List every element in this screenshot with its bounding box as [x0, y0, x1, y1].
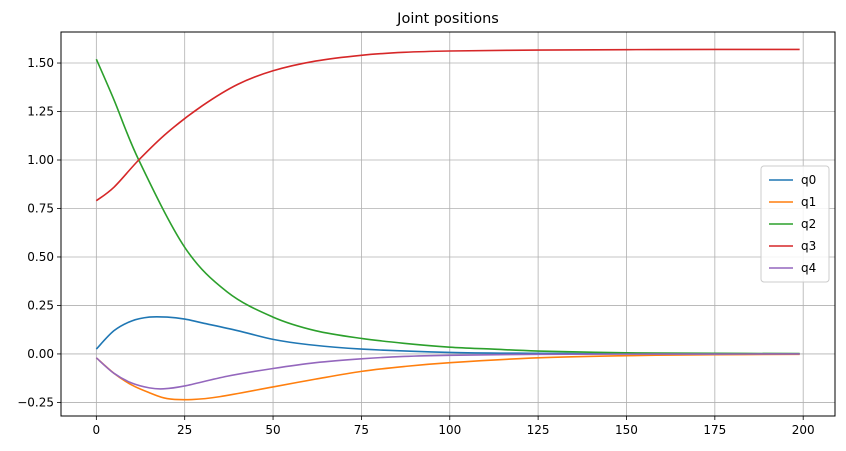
x-tick-label: 50	[265, 423, 280, 437]
series-line-q0	[95, 315, 800, 355]
legend: q0 q1 q2 q3 q4	[760, 165, 830, 283]
legend-label-q3: q3	[801, 239, 816, 253]
y-tick-label: 0.50	[27, 250, 54, 264]
x-axis: 0 25 50 75 100 125 150 175 200	[93, 416, 815, 437]
legend-label-q0: q0	[801, 173, 816, 187]
x-tick-label: 100	[438, 423, 461, 437]
x-tick-label: 25	[177, 423, 192, 437]
y-tick-label: 0.00	[27, 347, 54, 361]
grid	[61, 32, 835, 416]
chart-title: Joint positions	[396, 11, 499, 27]
y-axis: −0.25 0.00 0.25 0.50 0.75 1.00 1.25 1.50	[17, 56, 61, 409]
y-tick-label: −0.25	[17, 395, 54, 409]
y-tick-label: 0.25	[27, 298, 54, 312]
series-line-q3	[95, 48, 800, 202]
x-tick-label: 175	[703, 423, 726, 437]
x-tick-label: 200	[792, 423, 815, 437]
x-tick-label: 0	[93, 423, 101, 437]
x-tick-label: 75	[354, 423, 369, 437]
legend-box	[760, 165, 830, 283]
series-line-q4	[95, 353, 800, 390]
y-tick-label: 0.75	[27, 201, 54, 215]
y-tick-label: 1.50	[27, 56, 54, 70]
y-tick-label: 1.25	[27, 105, 54, 119]
y-tick-label: 1.00	[27, 153, 54, 167]
x-tick-label: 150	[615, 423, 638, 437]
x-tick-label: 125	[527, 423, 550, 437]
series-lines	[95, 48, 800, 401]
series-line-q2	[95, 58, 800, 355]
legend-label-q1: q1	[801, 195, 816, 209]
plot-frame	[60, 31, 836, 417]
legend-label-q4: q4	[801, 261, 816, 275]
legend-label-q2: q2	[801, 217, 816, 231]
series-line-q1	[95, 353, 800, 401]
